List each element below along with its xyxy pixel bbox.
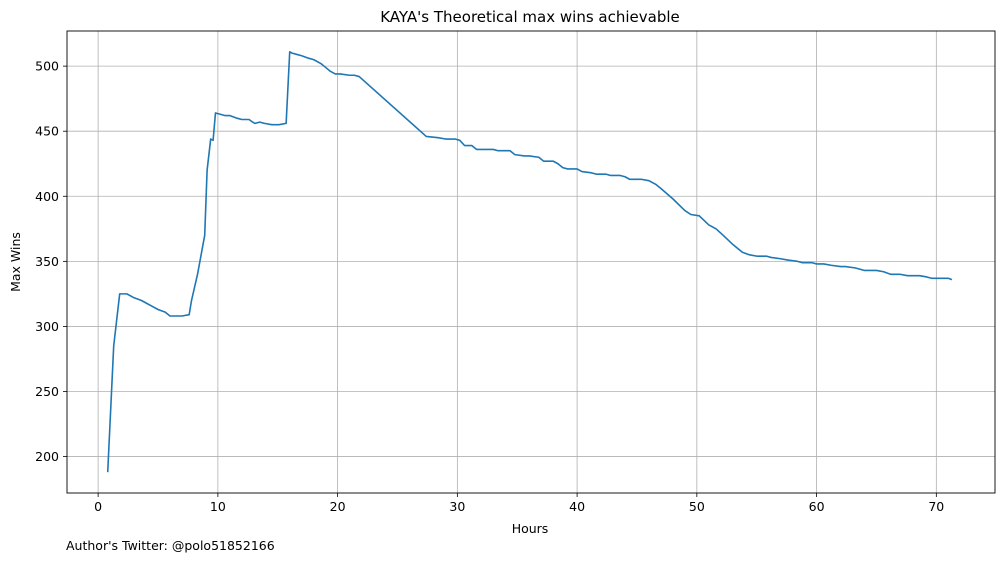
x-axis-label: Hours xyxy=(512,521,549,536)
line-chart: 0 10 20 30 40 50 60 70 200 250 300 350 400 450 500 KAY… xyxy=(8,8,996,536)
y-tick-label: 450 xyxy=(35,124,59,139)
x-tick-label: 50 xyxy=(689,499,705,514)
y-tick-label: 250 xyxy=(35,384,59,399)
y-tick-label: 500 xyxy=(35,59,59,74)
x-tick-label: 0 xyxy=(94,499,102,514)
x-tick-label: 40 xyxy=(569,499,585,514)
y-axis-label: Max Wins xyxy=(8,232,23,292)
series-line xyxy=(106,51,953,473)
y-tick-label: 350 xyxy=(35,254,59,269)
x-tick-label: 20 xyxy=(330,499,346,514)
grid-lines xyxy=(67,31,995,493)
axis-ticks: 0 10 20 30 40 50 60 70 200 250 300 350 400 450 500 xyxy=(35,59,944,514)
x-tick-label: 30 xyxy=(449,499,465,514)
y-tick-label: 200 xyxy=(35,449,59,464)
author-credit: Author's Twitter: @polo51852166 xyxy=(66,538,275,553)
plot-frame xyxy=(66,30,996,494)
y-tick-label: 400 xyxy=(35,189,59,204)
x-tick-label: 70 xyxy=(928,499,944,514)
y-tick-label: 300 xyxy=(35,319,59,334)
x-tick-label: 60 xyxy=(809,499,825,514)
x-tick-label: 10 xyxy=(210,499,226,514)
chart-title: KAYA's Theoretical max wins achievable xyxy=(380,8,680,26)
